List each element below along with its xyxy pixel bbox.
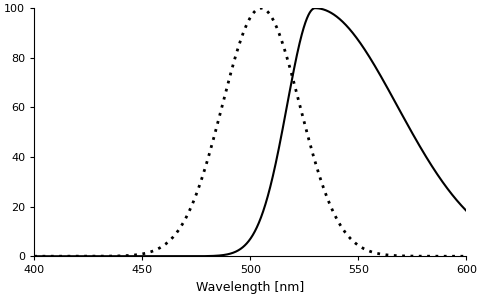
X-axis label: Wavelength [nm]: Wavelength [nm] — [196, 281, 304, 294]
